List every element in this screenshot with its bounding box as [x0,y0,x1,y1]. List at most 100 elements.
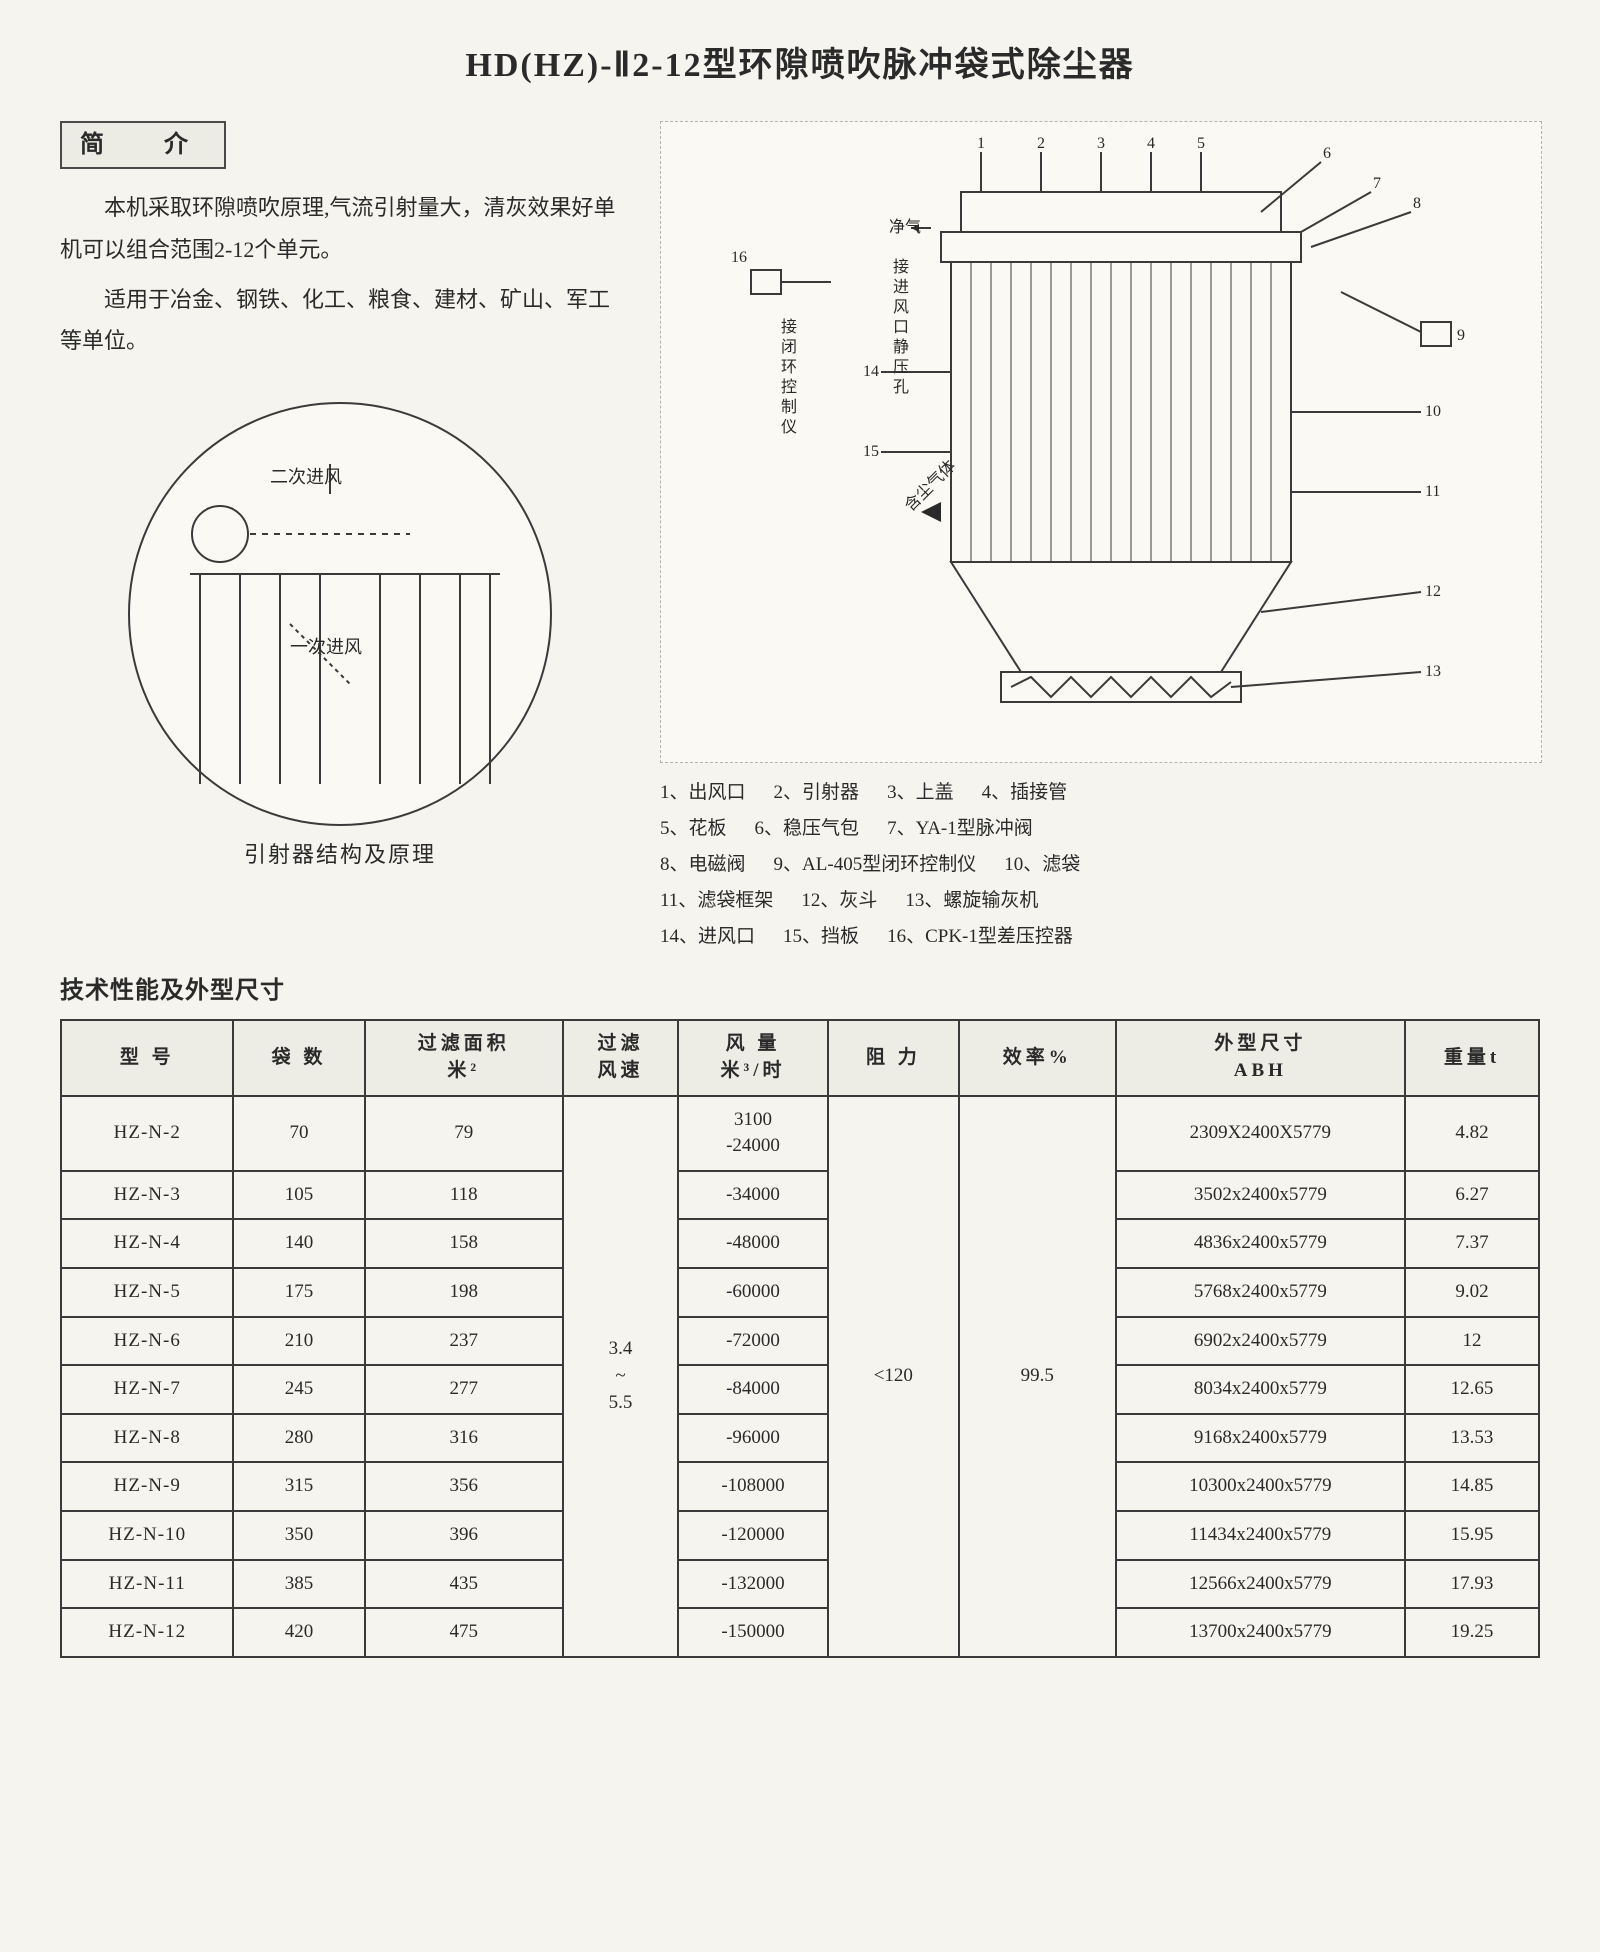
table-row: HZ-N-8280316-960009168x2400x577913.53 [61,1414,1539,1463]
svg-text:1: 1 [977,135,985,152]
table-cell: HZ-N-9 [61,1462,233,1511]
svg-text:仪: 仪 [781,419,797,436]
col-area: 过滤面积米² [365,1020,563,1095]
table-cell: 175 [233,1268,364,1317]
svg-text:风: 风 [893,299,909,316]
svg-text:15: 15 [863,443,879,460]
table-cell: 2309X2400X5779 [1116,1096,1405,1171]
col-eff: 效率% [959,1020,1116,1095]
svg-text:14: 14 [863,363,879,380]
table-header-row: 型 号 袋 数 过滤面积米² 过滤风速 风 量米³/时 阻 力 效率% 外型尺寸… [61,1020,1539,1095]
table-cell: 3502x2400x5779 [1116,1171,1405,1220]
table-cell: 3100-24000 [678,1096,828,1171]
svg-text:环: 环 [781,359,797,376]
table-cell: 316 [365,1414,563,1463]
table-cell: 245 [233,1365,364,1414]
table-cell: 12 [1405,1317,1539,1366]
table-cell: -150000 [678,1608,828,1657]
intro-paragraph: 本机采取环隙喷吹原理,气流引射量大，清灰效果好单机可以组合范围2-12个单元。 [60,187,620,271]
legend-item: 1、出风口 [660,775,746,811]
table-cell: HZ-N-11 [61,1560,233,1609]
svg-text:4: 4 [1147,135,1155,152]
col-weight: 重量t [1405,1020,1539,1095]
legend-item: 11、滤袋框架 [660,883,773,919]
table-cell: -60000 [678,1268,828,1317]
table-cell: 140 [233,1219,364,1268]
table-cell: HZ-N-5 [61,1268,233,1317]
ejector-circle-diagram: 二次进风 一次进风 [128,402,552,826]
table-cell: 70 [233,1096,364,1171]
svg-text:5: 5 [1197,135,1205,152]
table-cell: 350 [233,1511,364,1560]
table-cell: 12.65 [1405,1365,1539,1414]
svg-text:孔: 孔 [893,378,909,396]
table-cell: 12566x2400x5779 [1116,1560,1405,1609]
svg-text:10: 10 [1425,403,1441,420]
svg-text:压: 压 [893,359,909,376]
svg-text:3: 3 [1097,135,1105,152]
table-cell: 277 [365,1365,563,1414]
table-section-title: 技术性能及外型尺寸 [60,973,1540,1009]
table-cell: HZ-N-2 [61,1096,233,1171]
svg-text:口: 口 [893,319,909,336]
table-cell: 420 [233,1608,364,1657]
table-cell: -48000 [678,1219,828,1268]
main-structure-diagram: 1 2 3 4 5 6 7 8 9 10 11 12 13 14 15 16 [660,121,1542,763]
svg-text:进: 进 [893,278,909,296]
legend-item: 7、YA-1型脉冲阀 [887,811,1033,847]
table-cell: -34000 [678,1171,828,1220]
col-speed: 过滤风速 [563,1020,678,1095]
spec-table-body: HZ-N-270793.4~5.53100-24000<12099.52309X… [61,1096,1539,1657]
svg-text:接: 接 [781,318,797,336]
table-cell: HZ-N-8 [61,1414,233,1463]
table-cell: -108000 [678,1462,828,1511]
table-cell: 210 [233,1317,364,1366]
legend-item: 15、挡板 [783,919,859,955]
table-cell: 5768x2400x5779 [1116,1268,1405,1317]
table-cell: 7.37 [1405,1219,1539,1268]
main-diagram-column: 1 2 3 4 5 6 7 8 9 10 11 12 13 14 15 16 [660,121,1540,955]
table-cell: 10300x2400x5779 [1116,1462,1405,1511]
col-model: 型 号 [61,1020,233,1095]
col-bags: 袋 数 [233,1020,364,1095]
table-row: HZ-N-11385435-13200012566x2400x577917.93 [61,1560,1539,1609]
table-cell: 9168x2400x5779 [1116,1414,1405,1463]
table-cell: 9.02 [1405,1268,1539,1317]
table-cell: HZ-N-10 [61,1511,233,1560]
table-cell: 13.53 [1405,1414,1539,1463]
legend-item: 14、进风口 [660,919,755,955]
svg-text:接: 接 [893,258,909,276]
legend-item: 6、稳压气包 [755,811,860,847]
intro-section-label: 简 介 [60,121,226,169]
svg-text:7: 7 [1373,175,1381,192]
legend-item: 8、电磁阀 [660,847,746,883]
table-cell: 17.93 [1405,1560,1539,1609]
svg-text:9: 9 [1457,327,1465,344]
legend-item: 2、引射器 [774,775,860,811]
legend-item: 4、插接管 [982,775,1068,811]
table-cell: 118 [365,1171,563,1220]
table-cell: 99.5 [959,1096,1116,1657]
table-cell: -120000 [678,1511,828,1560]
svg-text:13: 13 [1425,663,1441,680]
intro-column: 简 介 本机采取环隙喷吹原理,气流引射量大，清灰效果好单机可以组合范围2-12个… [60,121,620,955]
table-cell: 237 [365,1317,563,1366]
col-dim: 外型尺寸ABH [1116,1020,1405,1095]
table-cell: -132000 [678,1560,828,1609]
svg-text:8: 8 [1413,195,1421,212]
svg-text:制: 制 [781,398,797,416]
svg-text:6: 6 [1323,145,1331,162]
col-resist: 阻 力 [828,1020,959,1095]
table-cell: 6902x2400x5779 [1116,1317,1405,1366]
table-cell: 4.82 [1405,1096,1539,1171]
intro-and-diagram-row: 简 介 本机采取环隙喷吹原理,气流引射量大，清灰效果好单机可以组合范围2-12个… [60,121,1540,955]
table-row: HZ-N-5175198-600005768x2400x57799.02 [61,1268,1539,1317]
table-cell: 396 [365,1511,563,1560]
circle-diagram-caption: 引射器结构及原理 [60,838,620,871]
main-diagram-svg-icon: 1 2 3 4 5 6 7 8 9 10 11 12 13 14 15 16 [721,132,1481,752]
legend-item: 16、CPK-1型差压控器 [887,919,1073,955]
table-cell: 6.27 [1405,1171,1539,1220]
intro-paragraph: 适用于冶金、钢铁、化工、粮食、建材、矿山、军工等单位。 [60,279,620,363]
table-cell: 11434x2400x5779 [1116,1511,1405,1560]
legend-item: 3、上盖 [887,775,954,811]
